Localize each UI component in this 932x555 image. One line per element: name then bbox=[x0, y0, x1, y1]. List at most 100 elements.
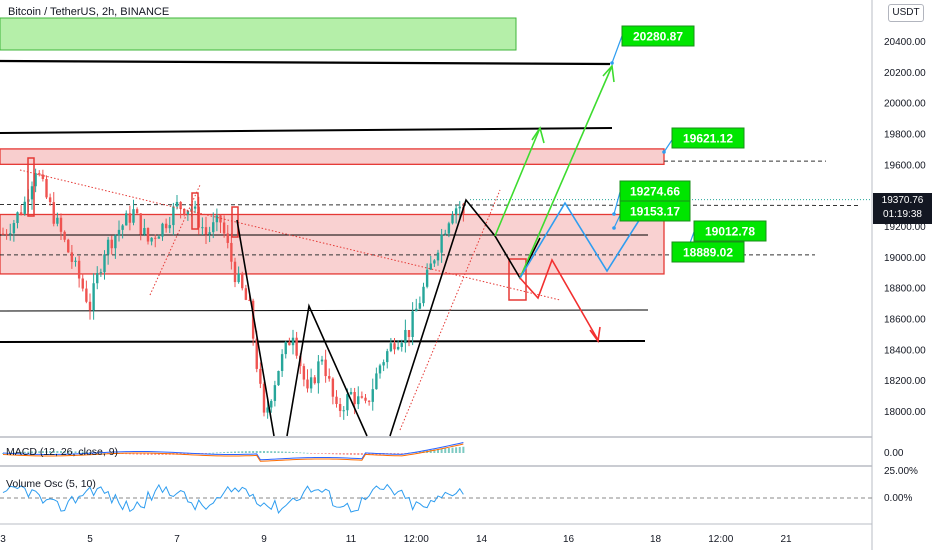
candle-body bbox=[114, 235, 117, 249]
macd-histogram-bar bbox=[223, 452, 226, 453]
price-tick-label: 19000.00 bbox=[884, 253, 926, 264]
candle-body bbox=[367, 400, 371, 402]
price-label-text[interactable]: 19012.78 bbox=[705, 225, 755, 239]
bearish-arrow[interactable] bbox=[519, 258, 599, 341]
time-tick-label: 7 bbox=[174, 534, 180, 545]
axes: 20400.00 20200.00 20000.00 19800.00 19600.00… bbox=[0, 37, 926, 545]
price-labels: 20280.87 19621.12 19274.66 19153.17 19012.78… bbox=[619, 25, 767, 263]
macd-histogram-bar bbox=[346, 453, 349, 455]
descending-trendline[interactable] bbox=[19, 169, 561, 301]
candle-body bbox=[288, 341, 291, 346]
macd-histogram-bar bbox=[219, 452, 222, 454]
macd-histogram-bar bbox=[371, 453, 374, 455]
candle-body bbox=[444, 233, 447, 235]
connector-dot bbox=[610, 61, 614, 65]
macd-signal-line bbox=[2, 443, 464, 462]
candle-body bbox=[454, 208, 458, 215]
price-tick-label: 18200.00 bbox=[884, 376, 926, 387]
macd-histogram-bar bbox=[147, 453, 149, 455]
price-label-text[interactable]: 19621.12 bbox=[683, 132, 733, 146]
bullish-arrow-1[interactable] bbox=[494, 127, 541, 237]
macd-histogram-bar bbox=[215, 452, 218, 454]
volume-osc-legend[interactable]: Volume Osc (5, 10) bbox=[6, 478, 96, 490]
time-tick-label: 21 bbox=[780, 534, 792, 545]
bullish-arrow-2[interactable] bbox=[519, 65, 613, 279]
candle-body bbox=[204, 227, 208, 235]
pattern-leg[interactable] bbox=[236, 219, 275, 437]
support-line-thin[interactable] bbox=[0, 309, 649, 312]
macd-histogram-bar bbox=[143, 453, 146, 455]
candle-body bbox=[226, 233, 229, 243]
candle-body bbox=[168, 225, 171, 229]
candle-body bbox=[273, 385, 277, 401]
candle-body bbox=[338, 404, 342, 411]
time-tick-label: 18 bbox=[650, 534, 662, 545]
candle-body bbox=[41, 174, 45, 179]
price-label-text[interactable]: 20280.87 bbox=[633, 30, 683, 44]
candle-body bbox=[248, 299, 251, 301]
macd-histogram-bar bbox=[132, 453, 135, 455]
dashed-level-19370[interactable] bbox=[0, 203, 861, 206]
target-zone-box[interactable] bbox=[0, 17, 517, 51]
candle-body bbox=[9, 233, 12, 235]
macd-histogram-bar bbox=[49, 451, 52, 453]
candle-body bbox=[270, 400, 273, 408]
macd-histogram-bar bbox=[306, 452, 309, 454]
price-label-text[interactable]: 19153.17 bbox=[630, 205, 680, 219]
projected-path[interactable] bbox=[519, 201, 651, 279]
ascending-trendline[interactable] bbox=[399, 189, 501, 431]
macd-histogram-bar bbox=[263, 451, 265, 453]
candle-body bbox=[393, 343, 396, 350]
price-tick-label: 19200.00 bbox=[884, 222, 926, 233]
candle-body bbox=[48, 197, 52, 203]
volume-osc-line bbox=[2, 483, 464, 514]
candle-body bbox=[161, 223, 164, 237]
candle-body bbox=[135, 209, 139, 214]
resistance-line-top[interactable] bbox=[0, 59, 611, 66]
connector-dot bbox=[612, 212, 616, 216]
support-line[interactable] bbox=[0, 340, 646, 343]
connector-dot bbox=[612, 226, 616, 230]
macd-histogram-bar bbox=[277, 451, 280, 453]
label-connector bbox=[663, 139, 673, 153]
candle-body bbox=[335, 396, 338, 405]
candle-body bbox=[99, 272, 103, 274]
candle-body bbox=[262, 383, 266, 413]
trendline-short[interactable] bbox=[149, 184, 201, 296]
resistance-zone-lower[interactable] bbox=[0, 213, 665, 275]
symbol-title[interactable]: Bitcoin / TetherUS, 2h, BINANCE bbox=[8, 6, 170, 18]
macd-histogram-bar bbox=[230, 451, 233, 453]
macd-histogram-bar bbox=[52, 451, 55, 453]
candle-body bbox=[433, 260, 436, 264]
candle-body bbox=[429, 263, 432, 270]
macd-legend[interactable]: MACD (12, 26, close, 9) bbox=[6, 446, 119, 458]
candle-body bbox=[407, 329, 411, 337]
highlight-box[interactable] bbox=[191, 192, 199, 230]
macd-histogram-bar bbox=[255, 451, 258, 453]
macd-histogram-bar bbox=[302, 452, 305, 454]
resistance-line-mid[interactable] bbox=[0, 127, 613, 134]
macd-histogram-bar bbox=[212, 452, 215, 454]
price-label-text[interactable]: 19274.66 bbox=[630, 185, 680, 199]
price-label-box[interactable] bbox=[619, 200, 691, 222]
pattern-leg[interactable] bbox=[286, 303, 368, 437]
currency-badge[interactable]: USDT bbox=[888, 4, 924, 22]
price-label-box[interactable] bbox=[693, 220, 767, 242]
label-connector bbox=[611, 35, 623, 64]
candle-body bbox=[52, 202, 55, 224]
price-label-box[interactable] bbox=[671, 127, 745, 149]
price-label-box[interactable] bbox=[671, 241, 745, 263]
candle-body bbox=[96, 273, 99, 284]
macd-histogram-bar bbox=[103, 452, 106, 454]
time-tick-label: 5 bbox=[87, 534, 93, 545]
highlight-box[interactable] bbox=[27, 157, 35, 217]
resistance-zone-upper[interactable] bbox=[0, 148, 665, 165]
retest-box[interactable] bbox=[508, 258, 527, 301]
vosc-axis-label-top: 25.00% bbox=[884, 466, 918, 477]
candle-body bbox=[284, 341, 287, 355]
macd-histogram-bar bbox=[357, 453, 360, 455]
price-label-box[interactable] bbox=[621, 25, 695, 47]
price-label-text[interactable]: 18889.02 bbox=[683, 246, 733, 260]
candle-body bbox=[222, 222, 226, 234]
